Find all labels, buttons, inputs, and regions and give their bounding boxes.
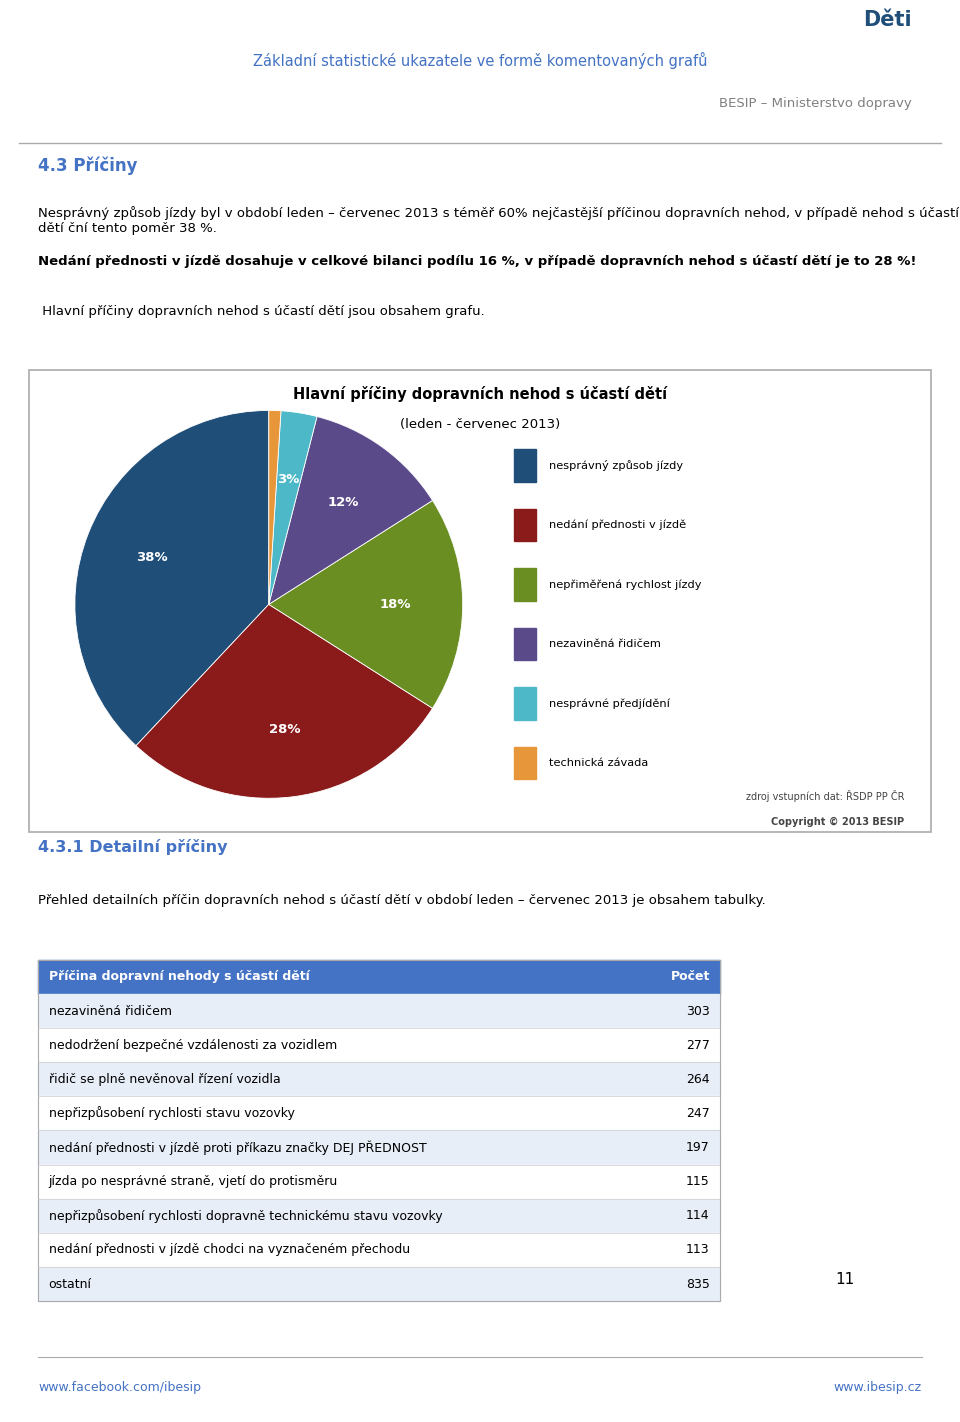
Text: Příčina dopravní nehody s účastí dětí: Příčina dopravní nehody s účastí dětí xyxy=(49,970,309,984)
Text: jízda po nesprávné straně, vjetí do protisměru: jízda po nesprávné straně, vjetí do prot… xyxy=(49,1175,338,1189)
Bar xyxy=(38,994,720,1028)
Text: Hlavní příčiny dopravních nehod s účastí dětí jsou obsahem grafu.: Hlavní příčiny dopravních nehod s účastí… xyxy=(38,304,485,319)
Bar xyxy=(38,1233,720,1267)
Text: 835: 835 xyxy=(685,1277,709,1291)
Bar xyxy=(38,1028,720,1062)
Bar xyxy=(38,1199,720,1233)
Text: Základní statistické ukazatele ve formě komentovaných grafů: Základní statistické ukazatele ve formě … xyxy=(252,53,708,70)
Bar xyxy=(38,960,720,994)
Wedge shape xyxy=(269,501,463,708)
Text: zdroj vstupních dat: ŘSDP PP ČR: zdroj vstupních dat: ŘSDP PP ČR xyxy=(746,789,904,802)
Text: nesprávný způsob jízdy: nesprávný způsob jízdy xyxy=(549,461,683,471)
Wedge shape xyxy=(75,411,269,745)
Text: Nedání přednosti v jízdě dosahuje v celkové bilanci podílu 16 %, v případě dopra: Nedání přednosti v jízdě dosahuje v celk… xyxy=(38,256,917,269)
Text: 115: 115 xyxy=(686,1175,709,1189)
Text: Copyright © 2013 BESIP: Copyright © 2013 BESIP xyxy=(771,818,904,828)
Text: BESIP – Ministerstvo dopravy: BESIP – Ministerstvo dopravy xyxy=(719,97,912,109)
Bar xyxy=(38,1062,720,1096)
Wedge shape xyxy=(136,604,433,798)
Text: 303: 303 xyxy=(686,1004,709,1018)
Text: 197: 197 xyxy=(686,1140,709,1155)
Text: nepřiměřená rychlost jízdy: nepřiměřená rychlost jízdy xyxy=(549,579,701,590)
Text: 38%: 38% xyxy=(135,552,167,565)
Text: (leden - červenec 2013): (leden - červenec 2013) xyxy=(400,418,560,431)
Bar xyxy=(514,567,537,600)
Text: 247: 247 xyxy=(686,1106,709,1121)
Text: nedodržení bezpečné vzdálenosti za vozidlem: nedodržení bezpečné vzdálenosti za vozid… xyxy=(49,1038,337,1052)
Text: řidič se plně nevěnoval řízení vozidla: řidič se plně nevěnoval řízení vozidla xyxy=(49,1072,280,1086)
Text: nedání přednosti v jízdě proti příkazu značky DEJ PŘEDNOST: nedání přednosti v jízdě proti příkazu z… xyxy=(49,1140,426,1155)
Text: 4.3 Příčiny: 4.3 Příčiny xyxy=(38,156,138,175)
Bar xyxy=(38,1130,720,1165)
Bar xyxy=(514,747,537,779)
Text: 11: 11 xyxy=(835,1273,854,1287)
Bar xyxy=(38,1267,720,1301)
Text: nezaviněná řidičem: nezaviněná řidičem xyxy=(549,638,660,648)
Text: Přehled detailních příčin dopravních nehod s účastí dětí v období leden – červen: Přehled detailních příčin dopravních neh… xyxy=(38,893,766,907)
Text: 277: 277 xyxy=(685,1038,709,1052)
Text: 264: 264 xyxy=(686,1072,709,1086)
Text: nesprávné předjídění: nesprávné předjídění xyxy=(549,698,669,708)
Wedge shape xyxy=(269,411,317,604)
Bar xyxy=(38,1165,720,1199)
Text: Nesprávný způsob jízdy byl v období leden – červenec 2013 s téměř 60% nejčastějš: Nesprávný způsob jízdy byl v období lede… xyxy=(38,206,959,235)
Text: nepřizpůsobení rychlosti dopravně technickému stavu vozovky: nepřizpůsobení rychlosti dopravně techni… xyxy=(49,1209,443,1223)
Text: Děti: Děti xyxy=(863,10,912,30)
Text: 28%: 28% xyxy=(269,722,300,737)
Text: nedání přednosti v jízdě chodci na vyznačeném přechodu: nedání přednosti v jízdě chodci na vyzna… xyxy=(49,1243,410,1257)
Text: nezaviněná řidičem: nezaviněná řidičem xyxy=(49,1004,172,1018)
Text: 114: 114 xyxy=(686,1209,709,1223)
Text: 4.3.1 Detailní příčiny: 4.3.1 Detailní příčiny xyxy=(38,839,228,855)
Text: 113: 113 xyxy=(686,1243,709,1257)
Bar xyxy=(38,1096,720,1130)
Bar xyxy=(514,509,537,542)
Bar xyxy=(514,687,537,720)
Wedge shape xyxy=(269,417,433,604)
Text: technická závada: technická závada xyxy=(549,758,648,768)
Text: 12%: 12% xyxy=(327,496,359,509)
Bar xyxy=(514,449,537,482)
Text: 18%: 18% xyxy=(379,597,411,611)
Text: 3%: 3% xyxy=(277,474,300,486)
Bar xyxy=(514,627,537,660)
Text: Počet: Počet xyxy=(670,970,709,984)
Text: nepřizpůsobení rychlosti stavu vozovky: nepřizpůsobení rychlosti stavu vozovky xyxy=(49,1106,295,1121)
Text: Hlavní příčiny dopravních nehod s účastí dětí: Hlavní příčiny dopravních nehod s účastí… xyxy=(293,385,667,402)
Text: nedání přednosti v jízdě: nedání přednosti v jízdě xyxy=(549,520,685,530)
Text: ostatní: ostatní xyxy=(49,1277,91,1291)
Text: www.facebook.com/ibesip: www.facebook.com/ibesip xyxy=(38,1381,202,1395)
Text: www.ibesip.cz: www.ibesip.cz xyxy=(833,1381,922,1395)
Wedge shape xyxy=(269,411,281,604)
